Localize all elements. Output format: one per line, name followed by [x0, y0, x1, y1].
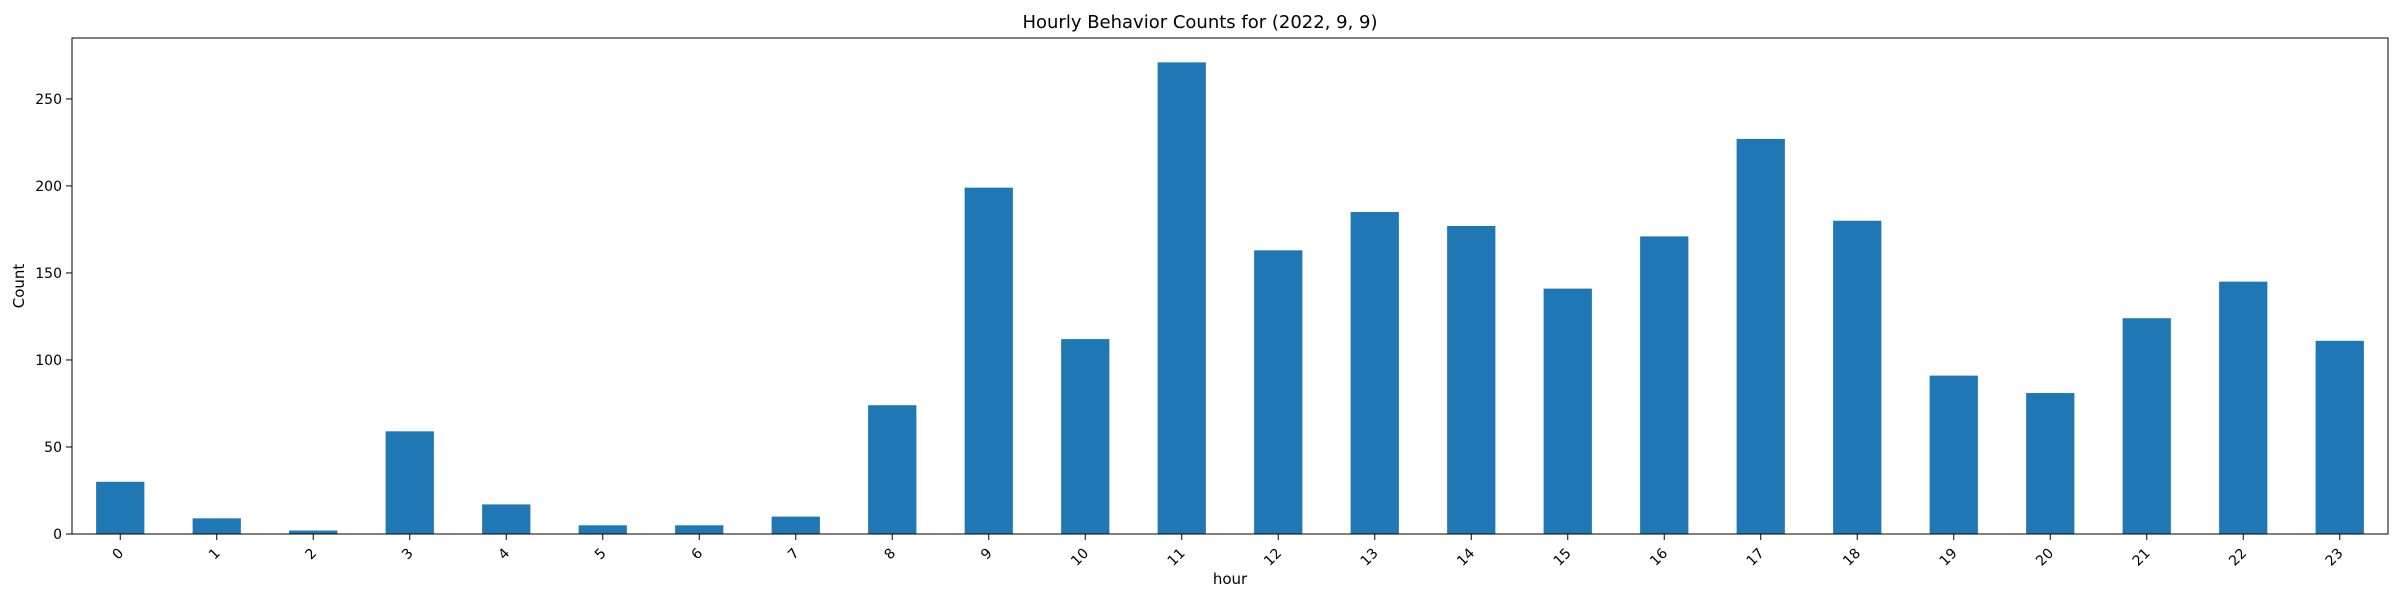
x-tick-label: 12: [1261, 546, 1285, 570]
bar-hour-4: [482, 504, 531, 534]
x-tick-label: 3: [399, 546, 417, 564]
bar-hour-10: [1061, 339, 1110, 534]
bar-hour-3: [385, 431, 434, 534]
chart-title: Hourly Behavior Counts for (2022, 9, 9): [1022, 12, 1377, 33]
plot-frame: [71, 37, 2389, 535]
y-tick-label: 150: [35, 266, 62, 282]
x-tick-label: 14: [1454, 545, 1478, 569]
x-tick-label: 15: [1551, 546, 1575, 570]
y-tick-label: 200: [35, 179, 62, 195]
x-tick-label: 20: [2033, 546, 2057, 570]
bar-hour-9: [964, 187, 1013, 535]
y-tick-label: 0: [53, 527, 62, 543]
bar-hour-18: [1833, 220, 1882, 534]
x-tick-label: 4: [495, 545, 513, 563]
bar-hour-8: [868, 405, 917, 534]
x-tick-label: 8: [881, 546, 899, 564]
bar-hour-7: [771, 516, 820, 534]
bar-hour-17: [1736, 138, 1785, 534]
x-tick-label: 6: [688, 545, 706, 563]
x-axis: 0 1 2 3 4 5 6 7 8 9 10 11 12 13 14 15 16 17 18 19 20 21 22 23: [109, 534, 2347, 570]
bar-hour-11: [1157, 62, 1206, 534]
bar-hour-6: [675, 525, 724, 534]
x-tick-label: 7: [785, 546, 803, 564]
x-tick-label: 13: [1358, 546, 1382, 570]
bar-hour-21: [2122, 318, 2171, 534]
bar-hour-0: [96, 481, 145, 534]
x-tick-label: 1: [206, 546, 224, 564]
x-tick-label: 0: [109, 546, 127, 564]
x-tick-label: 11: [1165, 546, 1189, 570]
x-tick-label: 18: [1840, 546, 1864, 570]
bar-hour-12: [1254, 250, 1303, 534]
x-tick-label: 21: [2130, 546, 2154, 570]
x-tick-label: 2: [302, 546, 320, 564]
x-tick-label: 19: [1937, 546, 1961, 570]
bar-hour-5: [578, 525, 627, 534]
bar-hour-1: [192, 518, 241, 534]
x-tick-label: 23: [2323, 546, 2347, 570]
y-tick-label: 250: [35, 92, 62, 108]
y-axis-label: Count: [10, 264, 28, 309]
bar-hour-19: [1929, 375, 1978, 534]
bar-hour-22: [2219, 281, 2268, 534]
x-tick-label: 9: [978, 546, 996, 564]
y-axis: 0 50 100 150 200 250: [35, 92, 72, 543]
x-tick-label: 10: [1068, 546, 1092, 570]
bar-hour-15: [1543, 288, 1592, 534]
x-tick-label: 16: [1647, 545, 1671, 569]
y-tick-label: 50: [44, 440, 62, 456]
bar-hour-20: [2026, 393, 2075, 534]
x-tick-label: 5: [592, 546, 610, 564]
bar-hour-13: [1350, 212, 1399, 534]
x-tick-label: 17: [1744, 546, 1768, 570]
x-axis-label: hour: [1213, 570, 1248, 588]
x-tick-label: 22: [2226, 546, 2250, 570]
bar-hour-23: [2315, 340, 2364, 534]
bars-group: [96, 62, 2364, 535]
bar-hour-2: [289, 530, 338, 534]
y-tick-label: 100: [35, 353, 62, 369]
bar-hour-14: [1447, 225, 1496, 535]
bar-hour-16: [1640, 236, 1689, 534]
